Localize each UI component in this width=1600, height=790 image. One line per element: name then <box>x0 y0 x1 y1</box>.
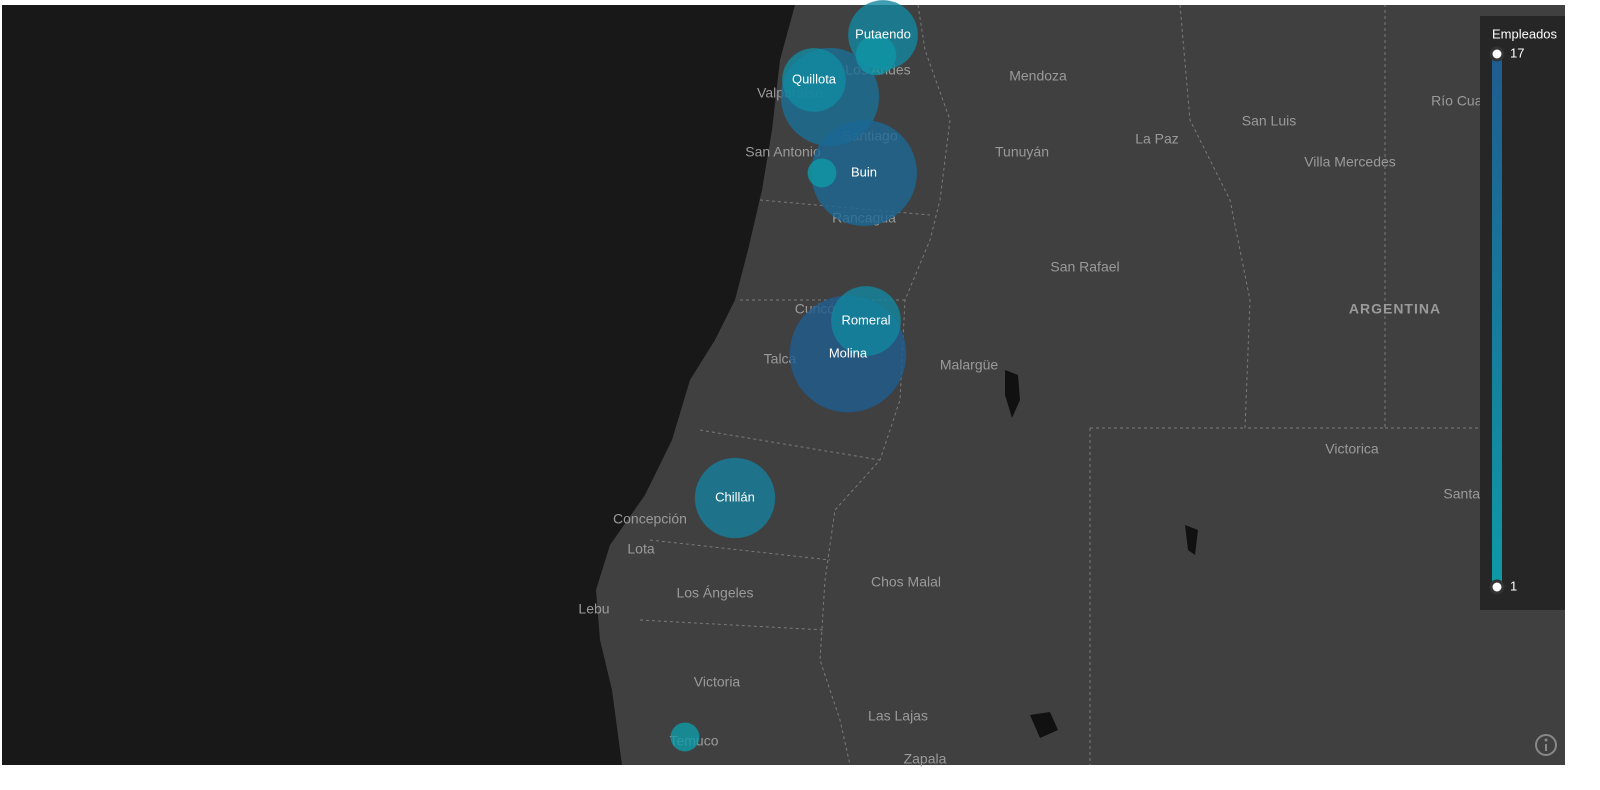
legend-value: 1 <box>1510 578 1517 593</box>
bubble <box>855 34 897 76</box>
lakes <box>1005 370 1198 738</box>
place-label: Mendoza <box>1009 68 1067 84</box>
place-label: Chos Malal <box>871 574 941 590</box>
place-label: Zapala <box>904 751 947 767</box>
legend-handle <box>1489 579 1505 595</box>
place-label: Talca <box>764 351 797 367</box>
legend-value: 17 <box>1510 45 1524 60</box>
place-label: Tunuyán <box>995 144 1049 160</box>
map-base <box>2 5 1565 765</box>
place-label: Concepción <box>613 511 687 527</box>
bubble-label: Quillota <box>792 71 837 86</box>
place-label: Las Lajas <box>868 708 928 724</box>
place-label: San Antonio <box>745 144 821 160</box>
bubble <box>831 286 901 356</box>
place-label: Victoria <box>694 674 741 690</box>
legend-title: Empleados <box>1492 26 1558 41</box>
bubble <box>670 722 700 752</box>
bubble <box>694 457 776 539</box>
place-label: La Paz <box>1135 131 1179 147</box>
bubble-label: Romeral <box>841 312 890 327</box>
bubble <box>807 158 837 188</box>
place-label: ARGENTINA <box>1349 301 1441 317</box>
bubble <box>782 48 846 112</box>
place-label: Villa Mercedes <box>1304 154 1396 170</box>
place-label: San Luis <box>1242 113 1296 129</box>
place-label: Malargüe <box>940 357 999 373</box>
legend-handle <box>1489 46 1505 62</box>
bubble-label: Buin <box>851 164 877 179</box>
place-label: Victorica <box>1325 441 1379 457</box>
legend-gradient <box>1492 54 1502 587</box>
bubble-label: Chillán <box>715 489 755 504</box>
place-label: Lota <box>627 541 654 557</box>
info-icon[interactable] <box>1535 734 1557 756</box>
bubble-label: Molina <box>829 345 868 360</box>
place-label: Lebu <box>578 601 609 617</box>
place-label: Los Ángeles <box>676 585 753 601</box>
bubble-label: Putaendo <box>855 26 911 41</box>
place-label: San Rafael <box>1050 259 1119 275</box>
bubbles: Quillota Putaendo Buin Molina Romeral Chillán <box>670 0 918 752</box>
